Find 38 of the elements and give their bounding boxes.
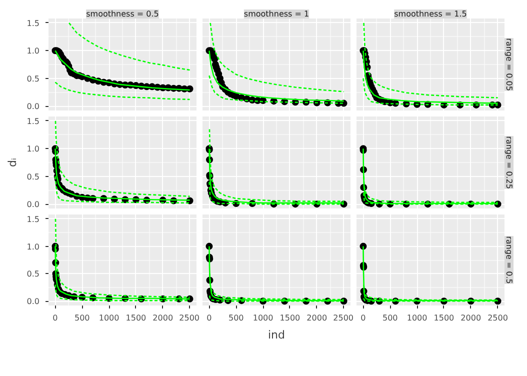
y-tick-label: 0.0: [26, 200, 40, 210]
x-tick-label: 1000: [252, 314, 274, 322]
x-tick-label: 1500: [126, 314, 146, 322]
x-tick-label: 500: [74, 314, 90, 322]
y-tick-label: 0.5: [26, 74, 40, 84]
y-tick-label: 1.0: [26, 144, 40, 154]
y-tick-label: 1.5: [26, 214, 40, 224]
x-tick-label: 2500: [488, 314, 508, 322]
x-tick-label: 0: [52, 314, 58, 322]
y-axis-title: dᵢ: [6, 158, 19, 167]
y-tick-label: 0.0: [26, 102, 40, 112]
x-tick-label: 1500: [280, 314, 300, 322]
x-tick-label: 500: [228, 314, 244, 322]
y-tick-label: 1.5: [26, 18, 40, 28]
chart-title: smoothness = 0.5: [86, 10, 159, 18]
x-tick-label: 2000: [152, 314, 174, 322]
y2-axis-title: range = 0.5: [504, 236, 514, 284]
x-tick-label: 500: [382, 314, 398, 322]
y-tick-label: 0.0: [26, 297, 40, 306]
y-tick-label: 1.5: [26, 116, 40, 126]
y-tick-label: 1.0: [26, 242, 40, 252]
x-tick-label: 2000: [460, 314, 482, 322]
y2-axis-title: range = 0.05: [504, 38, 514, 91]
chart-title: smoothness = 1.5: [394, 10, 467, 18]
x-tick-label: 2500: [179, 314, 200, 322]
y-tick-label: 1.0: [26, 46, 40, 56]
x-tick-label: 0: [206, 314, 212, 322]
x-tick-label: 0: [360, 314, 366, 322]
y-tick-label: 0.5: [26, 270, 40, 279]
x-tick-label: 2000: [306, 314, 328, 322]
x-tick-label: 2500: [333, 314, 354, 322]
y2-axis-title: range = 0.25: [504, 136, 514, 189]
chart-title: smoothness = 1: [244, 10, 310, 18]
x-tick-label: 1000: [98, 314, 120, 322]
x-axis-title: ind: [268, 328, 286, 342]
x-tick-label: 1000: [406, 314, 428, 322]
x-tick-label: 1500: [434, 314, 454, 322]
y-tick-label: 0.5: [26, 172, 40, 182]
